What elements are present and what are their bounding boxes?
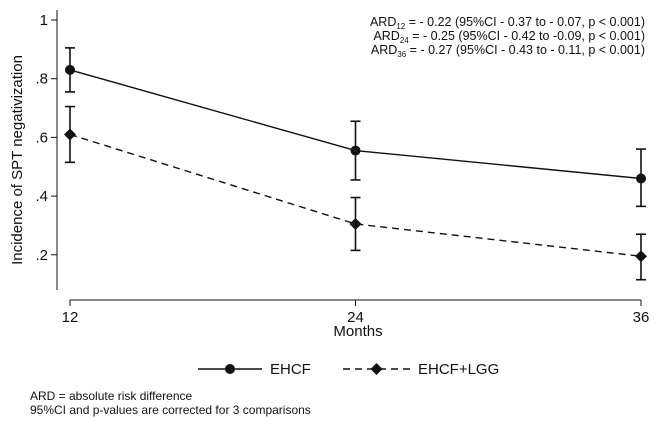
annotations: ARD12 = - 0.22 (95%CI - 0.37 to - 0.07, … xyxy=(370,15,645,59)
series-group xyxy=(64,47,647,281)
data-point xyxy=(636,173,646,184)
y-tick-label: .6 xyxy=(35,129,48,146)
legend-item-ehcf-lgg: EHCF+LGG xyxy=(343,361,499,378)
x-tick-label: 12 xyxy=(62,309,79,326)
data-point xyxy=(350,145,361,156)
y-axis-label: Incidence of SPT negativization xyxy=(9,55,26,265)
y-tick-label: .2 xyxy=(35,247,48,264)
legend: EHCF EHCF+LGG xyxy=(198,361,499,378)
footnote-correction: 95%CI and p-values are corrected for 3 c… xyxy=(30,403,311,417)
data-point xyxy=(349,217,362,230)
legend-label: EHCF+LGG xyxy=(418,361,499,378)
x-axis-label: Months xyxy=(333,323,382,340)
legend-item-ehcf: EHCF xyxy=(198,361,311,378)
series-ehcf xyxy=(65,47,646,208)
legend-marker xyxy=(370,363,383,375)
footnote-ard: ARD = absolute risk difference xyxy=(30,389,193,403)
y-tick-label: 1 xyxy=(40,12,48,29)
data-point xyxy=(65,64,75,75)
series-line xyxy=(69,133,642,257)
legend-marker xyxy=(225,364,235,374)
annotation-ard: ARD36 = - 0.27 (95%CI - 0.43 to - 0.11, … xyxy=(371,43,645,59)
data-point xyxy=(635,250,647,263)
annotation-ard: ARD24 = - 0.25 (95%CI - 0.42 to -0.09, p… xyxy=(373,29,645,45)
series-ehcf-lgg xyxy=(64,105,647,281)
y-tick-label: .8 xyxy=(35,71,48,88)
x-tick-label: 36 xyxy=(633,309,650,326)
data-point xyxy=(64,128,76,141)
annotation-ard: ARD12 = - 0.22 (95%CI - 0.37 to - 0.07, … xyxy=(370,15,645,31)
y-tick-label: .4 xyxy=(35,188,48,205)
ticks: .2 .4 .6 .8 1 12 24 36 xyxy=(35,12,649,326)
legend-label: EHCF xyxy=(270,361,311,378)
x-tick-label: 24 xyxy=(347,309,364,326)
